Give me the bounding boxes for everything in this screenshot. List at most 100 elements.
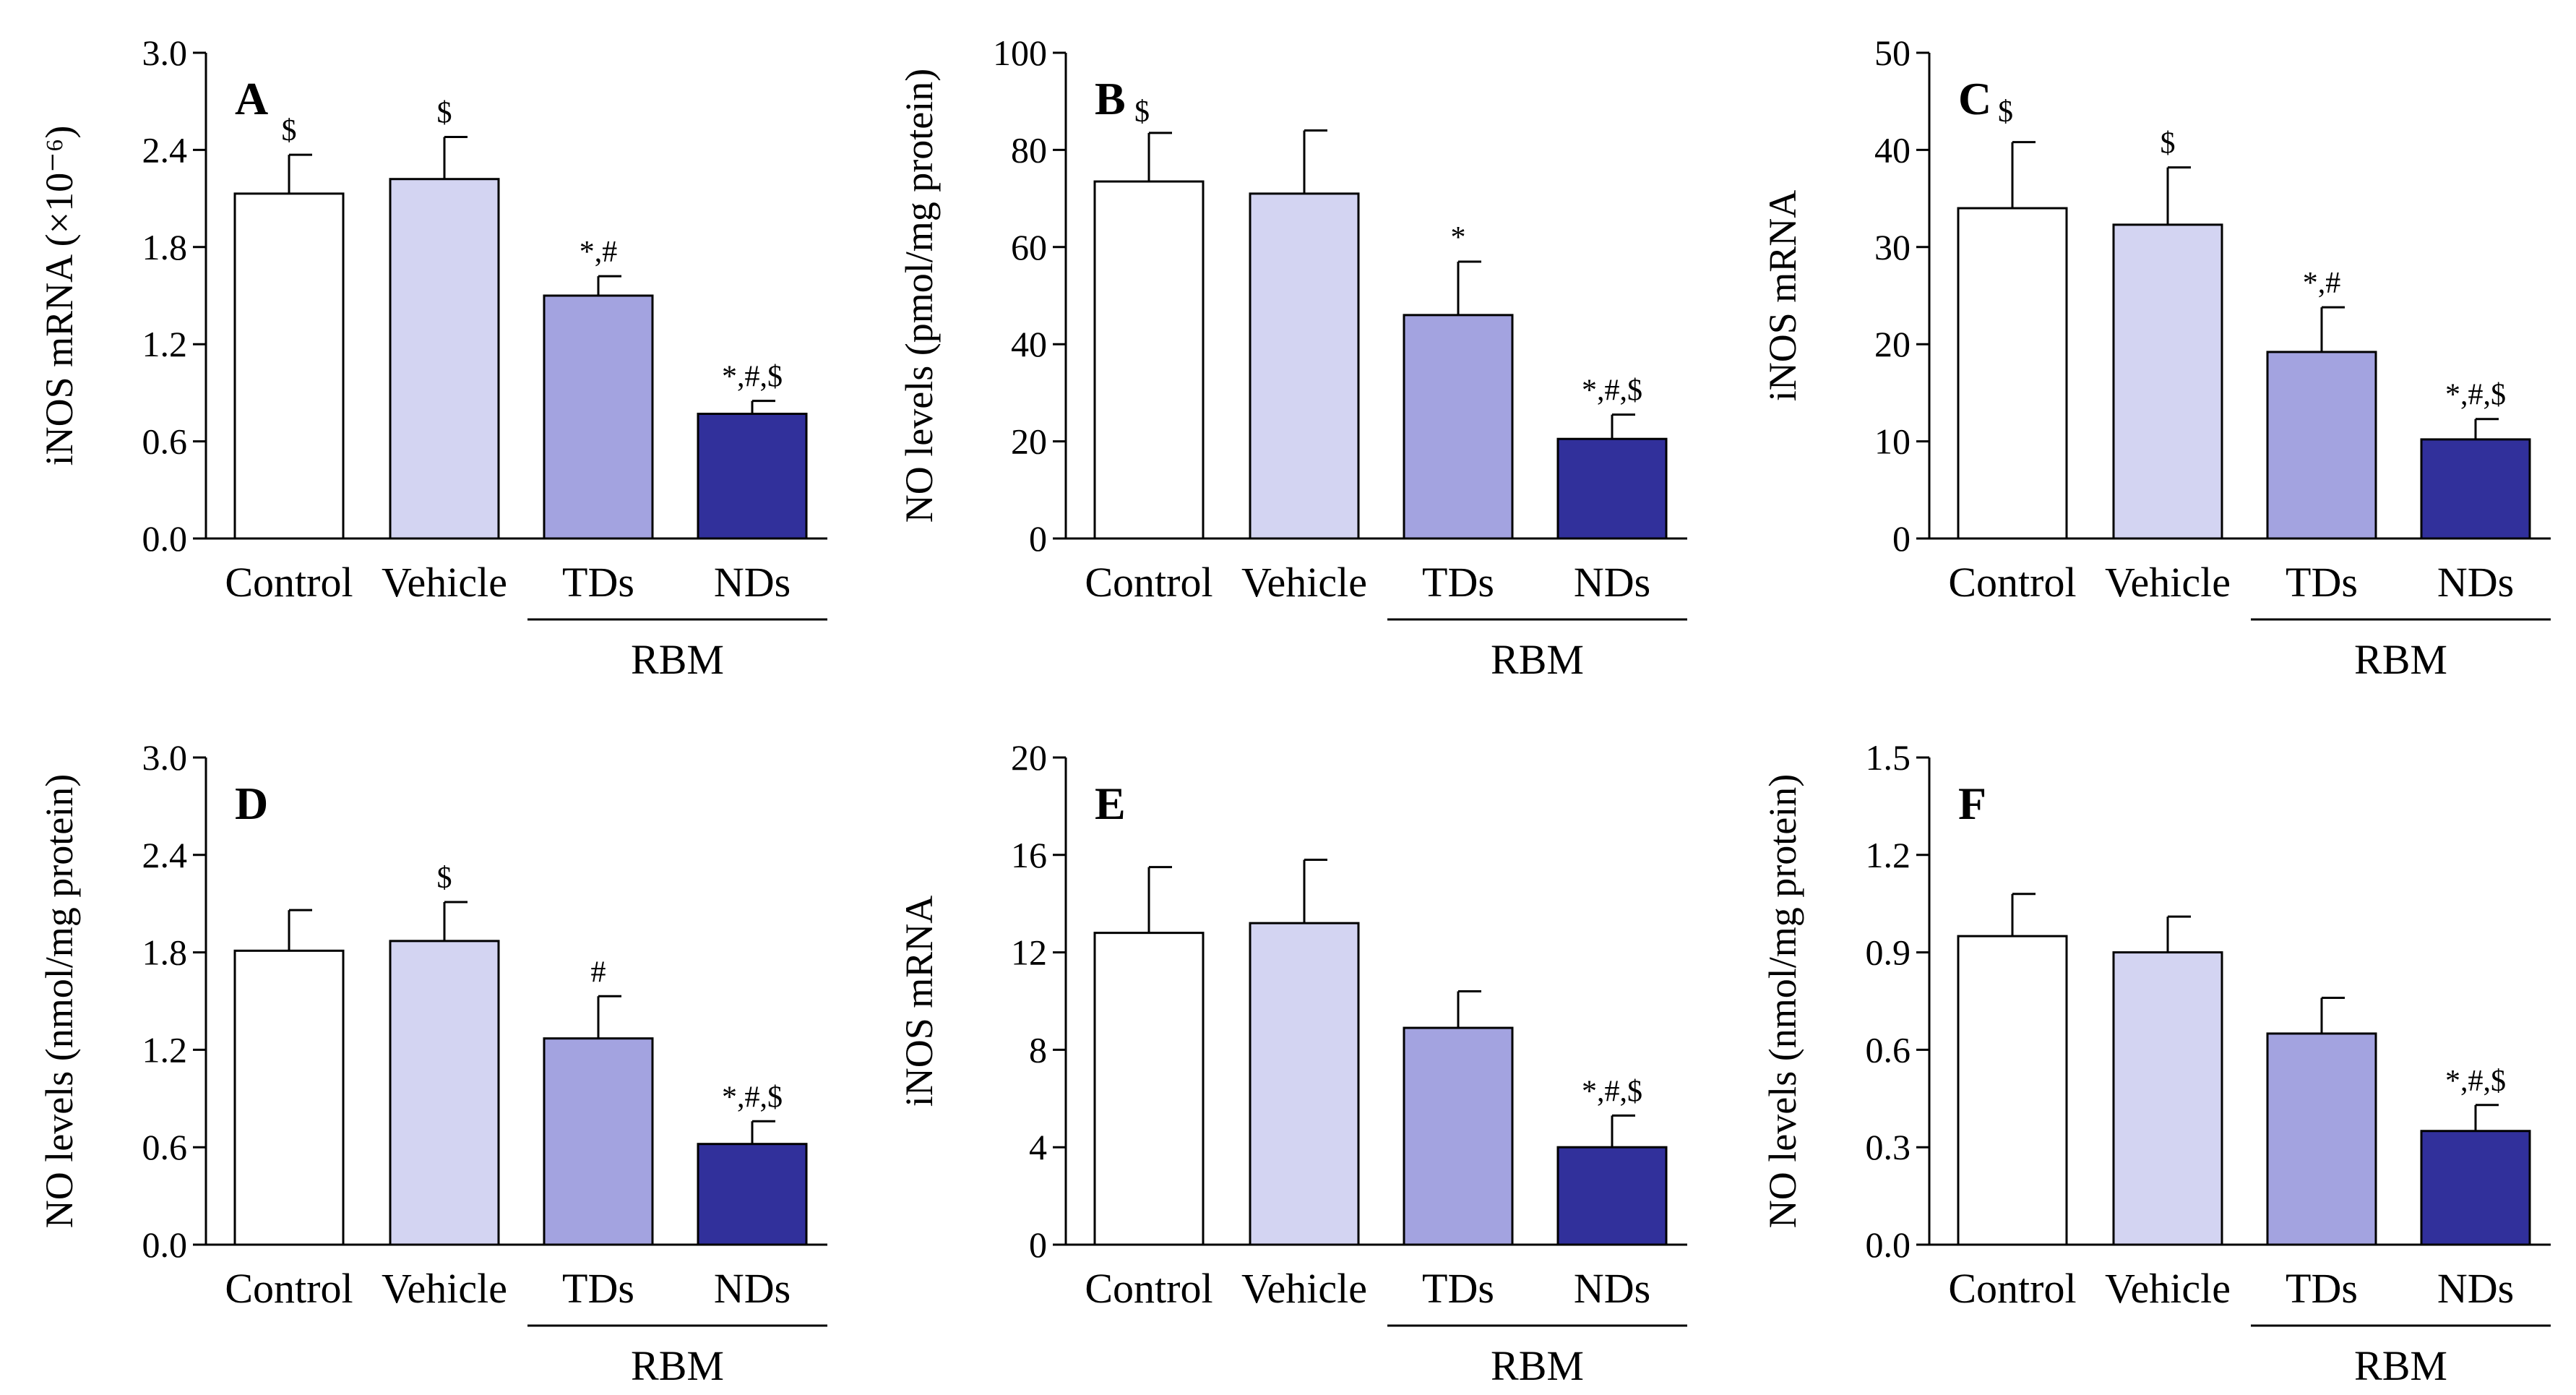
category-label: NDs <box>1574 1265 1650 1312</box>
bar-control <box>233 192 345 540</box>
group-label: RBM <box>631 1342 724 1389</box>
y-tick-label: 1.5 <box>1866 737 1911 778</box>
bar-control <box>1093 932 1205 1246</box>
category-label: Vehicle <box>382 559 507 606</box>
y-tick-label: 0.0 <box>142 1224 188 1265</box>
significance-label: *,# <box>2303 267 2341 300</box>
bar-nds <box>697 1143 808 1246</box>
bar-nds <box>2420 438 2531 540</box>
panel-annotation: $ <box>1998 95 2013 129</box>
y-tick-label: 0.6 <box>142 1127 188 1167</box>
y-tick-label: 0 <box>1029 1224 1047 1265</box>
chart-panel-b: 0 20 40 60 80 100 NO levels (pmol/mg protein) B… <box>897 33 1687 683</box>
panel-letter: A <box>235 73 268 124</box>
y-tick-label: 40 <box>1874 129 1911 170</box>
category-label: Control <box>225 559 353 606</box>
bar-control <box>1957 935 2068 1246</box>
category-label: NDs <box>2437 1265 2514 1312</box>
bar-nds <box>1556 1146 1668 1246</box>
category-label: TDs <box>1422 1265 1494 1312</box>
bar-nds <box>2420 1130 2531 1246</box>
category-label: Vehicle <box>1241 559 1367 606</box>
category-label: Vehicle <box>2105 1265 2231 1312</box>
category-label: NDs <box>2437 559 2514 606</box>
y-tick-label: 50 <box>1874 33 1911 73</box>
panel-letter: D <box>235 778 268 829</box>
bar-vehicle <box>2112 951 2223 1246</box>
bar-tds <box>1403 314 1514 540</box>
significance-label: $ <box>282 114 297 147</box>
y-tick-label: 0.3 <box>1866 1127 1911 1167</box>
bar-tds <box>543 294 654 540</box>
y-tick-label: 16 <box>1011 835 1047 875</box>
y-tick-label: 1.2 <box>142 1029 188 1070</box>
significance-label: # <box>591 956 606 989</box>
bar-control <box>1957 207 2068 540</box>
y-tick-label: 100 <box>993 33 1047 73</box>
category-label: TDs <box>562 1265 634 1312</box>
category-label: Control <box>225 1265 353 1312</box>
y-tick-label: 4 <box>1029 1127 1047 1167</box>
bar-vehicle <box>1249 922 1360 1246</box>
significance-label: *,#,$ <box>2445 1065 2506 1098</box>
bar-tds <box>2266 1032 2377 1246</box>
y-tick-label: 1.2 <box>1866 835 1911 875</box>
significance-label: * <box>1451 221 1466 254</box>
bar-control <box>1093 180 1205 540</box>
bar-nds <box>1556 437 1668 540</box>
y-tick-label: 80 <box>1011 129 1047 170</box>
y-tick-label: 0 <box>1029 518 1047 559</box>
significance-label: $ <box>437 96 452 129</box>
bar-vehicle <box>1249 192 1360 540</box>
group-label: RBM <box>2354 636 2447 683</box>
significance-label: *,#,$ <box>2445 379 2506 412</box>
significance-label: $ <box>2161 127 2176 160</box>
group-label: RBM <box>1491 636 1584 683</box>
bar-control <box>233 949 345 1246</box>
group-label: RBM <box>2354 1342 2447 1389</box>
y-tick-label: 20 <box>1874 324 1911 364</box>
chart-panel-e: 0 4 8 12 16 20 iNOS mRNA E Control Vehicle TDs *,#,… <box>897 737 1687 1389</box>
y-tick-label: 20 <box>1011 421 1047 462</box>
category-label: Control <box>1085 1265 1212 1312</box>
panel-letter: B <box>1095 73 1126 124</box>
category-label: NDs <box>714 1265 791 1312</box>
category-label: TDs <box>1422 559 1494 606</box>
bar-nds <box>697 413 808 540</box>
y-axis-label: iNOS mRNA <box>1761 190 1804 402</box>
group-label: RBM <box>1491 1342 1584 1389</box>
y-axis-label: NO levels (pmol/mg protein) <box>897 69 941 523</box>
panel-letter: E <box>1095 778 1126 829</box>
y-tick-label: 1.8 <box>142 227 188 267</box>
y-tick-label: 2.4 <box>142 129 188 170</box>
category-label: NDs <box>1574 559 1650 606</box>
category-label: Vehicle <box>2105 559 2231 606</box>
bar-vehicle <box>2112 223 2223 540</box>
y-axis-label: iNOS mRNA (×10⁻⁶) <box>38 126 81 466</box>
y-tick-label: 60 <box>1011 227 1047 267</box>
category-label: NDs <box>714 559 791 606</box>
y-tick-label: 40 <box>1011 324 1047 364</box>
panel-letter: F <box>1958 778 1986 829</box>
y-axis-label: iNOS mRNA <box>897 896 941 1107</box>
significance-label: *,# <box>580 236 618 269</box>
significance-label: *,#,$ <box>722 361 783 394</box>
chart-panel-d: 0.0 0.6 1.2 1.8 2.4 3.0 NO levels (nmol/mg pro… <box>38 737 827 1389</box>
y-tick-label: 3.0 <box>142 737 188 778</box>
y-tick-label: 2.4 <box>142 835 188 875</box>
y-tick-label: 0.6 <box>1866 1029 1911 1070</box>
category-label: Vehicle <box>1241 1265 1367 1312</box>
category-label: TDs <box>2286 559 2358 606</box>
category-label: TDs <box>562 559 634 606</box>
y-tick-label: 1.8 <box>142 932 188 973</box>
y-tick-label: 30 <box>1874 227 1911 267</box>
significance-label: *,#,$ <box>1582 374 1642 408</box>
category-label: Control <box>1085 559 1212 606</box>
y-tick-label: 1.2 <box>142 324 188 364</box>
y-tick-label: 0.9 <box>1866 932 1911 973</box>
panel-letter: C <box>1958 73 1991 124</box>
y-tick-label: 20 <box>1011 737 1047 778</box>
chart-panel-a: 0.0 0.6 1.2 1.8 2.4 3.0 iNOS mRNA (×10⁻⁶) A $ Con… <box>38 33 827 683</box>
